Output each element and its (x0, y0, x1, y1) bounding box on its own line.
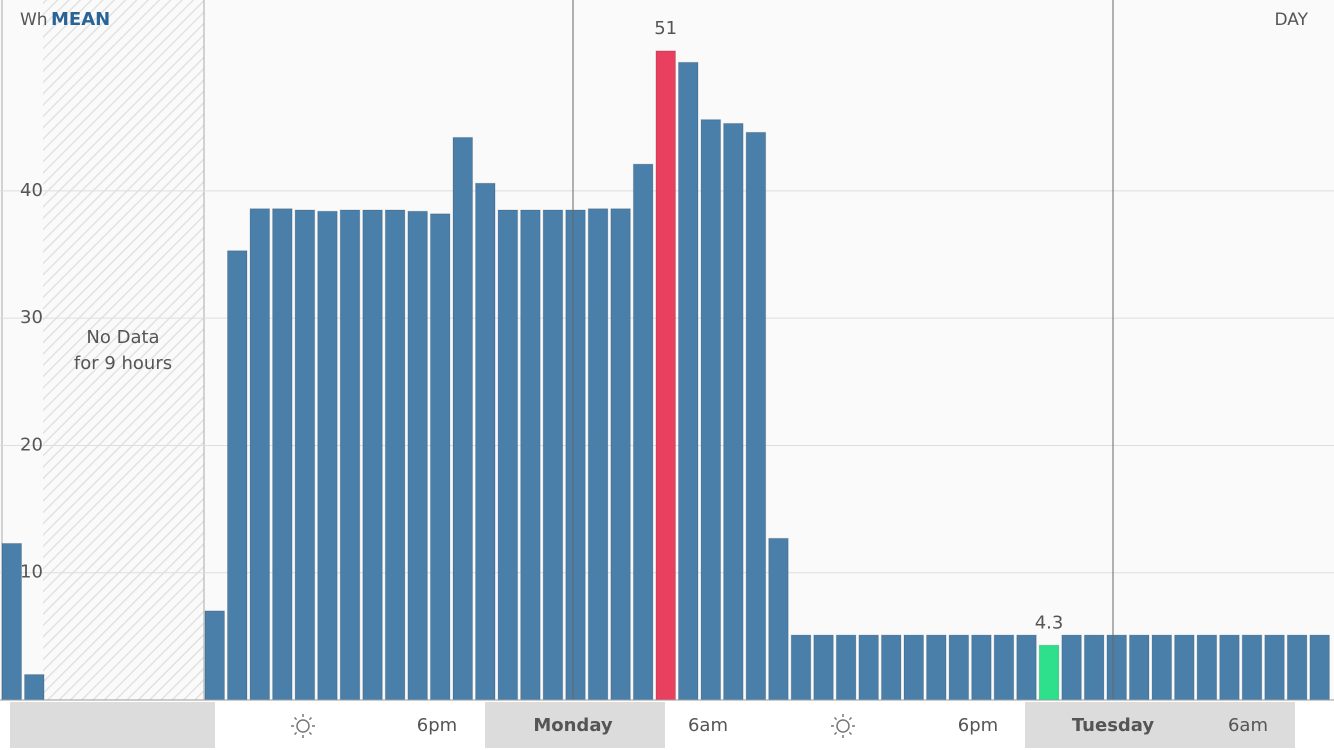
bar (227, 250, 248, 701)
bar (678, 61, 699, 701)
x-band (1025, 702, 1295, 748)
bar (24, 674, 45, 701)
bar (249, 208, 271, 701)
bar (362, 209, 383, 701)
y-tick-label: 10 (20, 562, 43, 583)
bar (1016, 634, 1037, 701)
value-label: 51 (654, 18, 677, 39)
no-data-text: for 9 hours (74, 353, 172, 374)
x-band (10, 702, 215, 748)
period-label[interactable]: DAY (1275, 10, 1309, 30)
bar (1038, 644, 1060, 701)
y-tick-label: 40 (20, 180, 43, 201)
bar (1241, 634, 1263, 701)
bar (993, 634, 1015, 701)
unit-label: Wh (20, 10, 48, 30)
x-tick-label: 6am (688, 715, 728, 736)
bar (1151, 634, 1173, 701)
no-data-region (43, 0, 204, 700)
bar (587, 208, 609, 701)
bar (1174, 634, 1195, 701)
mode-label[interactable]: MEAN (51, 9, 110, 30)
bar (971, 634, 992, 701)
bar (813, 634, 834, 701)
bar (790, 634, 812, 701)
bar (835, 634, 857, 701)
bar (926, 634, 947, 701)
bar (632, 163, 654, 701)
x-tick-label: Monday (533, 715, 613, 736)
y-tick-label: 20 (20, 434, 43, 455)
bar (1309, 634, 1330, 701)
bar (339, 209, 361, 701)
bar (294, 209, 316, 701)
bar (204, 610, 225, 701)
x-tick-label: 6pm (417, 715, 457, 736)
bar (948, 634, 970, 701)
bar (1219, 634, 1240, 701)
bar (1286, 634, 1308, 701)
bar (1196, 634, 1218, 701)
sun-icon (831, 714, 855, 738)
bar (1264, 634, 1285, 701)
bar (1, 542, 22, 701)
bar (858, 634, 879, 701)
bar (745, 131, 767, 701)
bar (903, 634, 924, 701)
bar (272, 208, 293, 701)
bar (384, 209, 406, 701)
bar (610, 208, 631, 701)
x-tick-label: 6pm (958, 715, 998, 736)
bar (497, 209, 519, 701)
bar (565, 209, 586, 701)
no-data-text: No Data (86, 327, 159, 348)
bar (520, 209, 541, 701)
bar (1083, 634, 1105, 701)
bar (407, 210, 428, 701)
bar (317, 210, 338, 701)
bar (452, 136, 473, 701)
bar (768, 537, 789, 701)
bar (1106, 634, 1127, 701)
bar (1129, 634, 1150, 701)
x-tick-label: Tuesday (1072, 715, 1155, 736)
value-label: 4.3 (1035, 612, 1064, 633)
bar (723, 122, 744, 701)
bar (880, 634, 902, 701)
bar (429, 213, 451, 701)
x-band (485, 702, 665, 748)
x-tick-label: 6am (1228, 715, 1268, 736)
bar (475, 182, 496, 701)
sun-icon (291, 714, 315, 738)
bar (1061, 634, 1082, 701)
bar (542, 209, 564, 701)
y-tick-label: 30 (20, 307, 43, 328)
bar (655, 50, 676, 701)
bar (700, 119, 722, 701)
